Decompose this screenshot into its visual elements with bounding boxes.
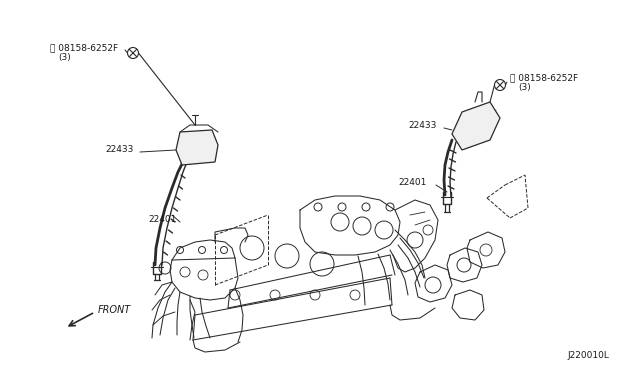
Text: 22401: 22401 — [398, 178, 426, 187]
Text: 22401: 22401 — [148, 215, 177, 224]
Text: ⓘ 08158-6252F: ⓘ 08158-6252F — [50, 44, 118, 52]
Text: (3): (3) — [518, 83, 531, 92]
Text: 22433: 22433 — [408, 121, 436, 130]
Text: ⓘ 08158-6252F: ⓘ 08158-6252F — [510, 74, 578, 83]
Text: (3): (3) — [58, 53, 71, 62]
Polygon shape — [176, 130, 218, 165]
Text: FRONT: FRONT — [98, 305, 131, 315]
Polygon shape — [452, 102, 500, 150]
Text: J220010L: J220010L — [567, 351, 609, 360]
Text: 22433: 22433 — [105, 145, 133, 154]
